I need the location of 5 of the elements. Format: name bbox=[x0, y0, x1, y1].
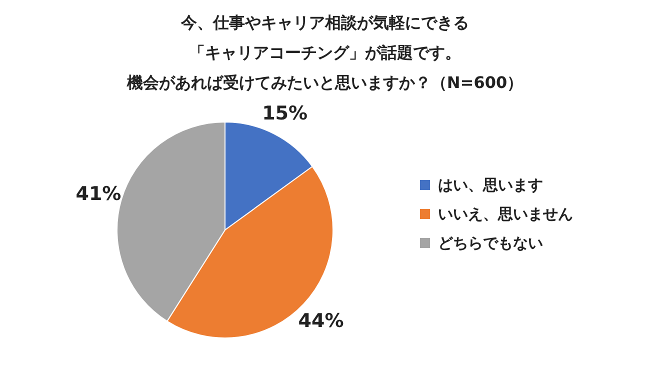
chart-subtitle: 機会があれば受けてみたいと思いますか？（N=600） bbox=[126, 72, 524, 94]
data-label: 15% bbox=[262, 102, 308, 125]
data-label: 41% bbox=[76, 183, 122, 206]
chart-title: 今、仕事やキャリア相談が気軽にできる「キャリアコーチング」が話題です。 bbox=[180, 12, 470, 64]
data-label: 44% bbox=[298, 310, 344, 332]
